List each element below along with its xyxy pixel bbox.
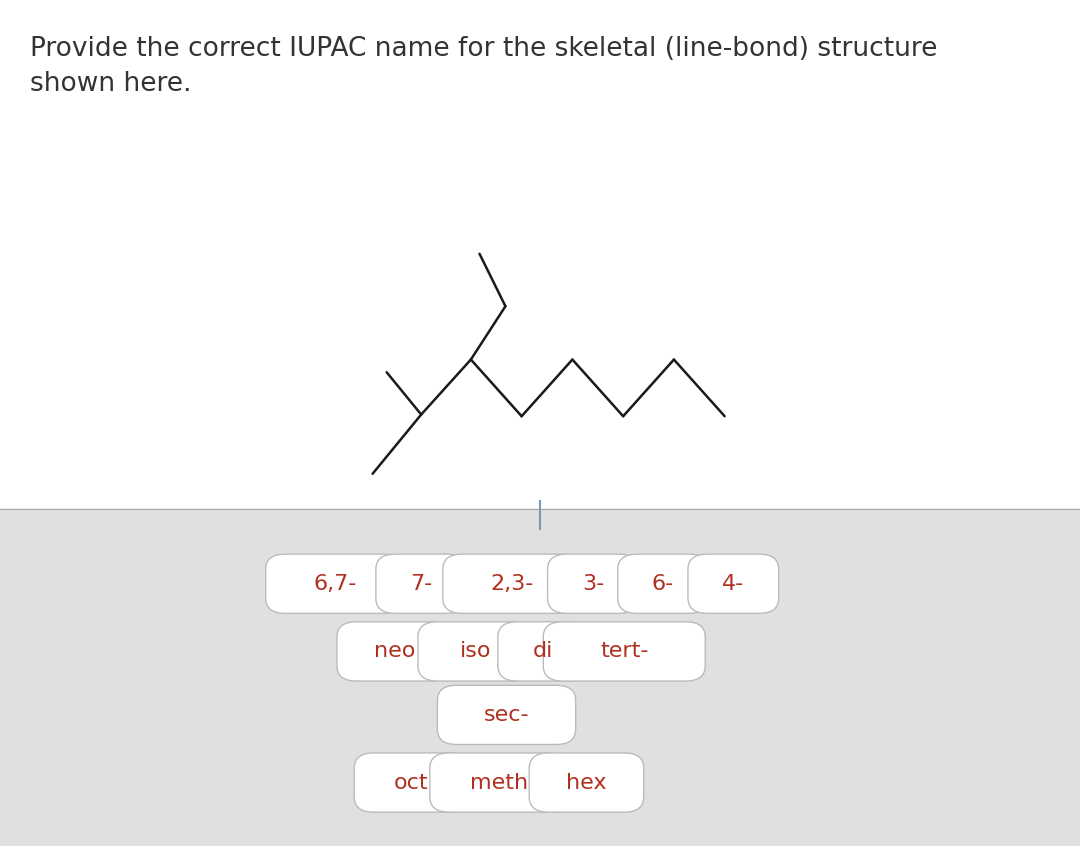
Text: sec-: sec-	[484, 705, 529, 725]
Text: neo: neo	[374, 641, 415, 662]
FancyBboxPatch shape	[418, 622, 532, 681]
FancyBboxPatch shape	[266, 554, 404, 613]
FancyBboxPatch shape	[376, 554, 467, 613]
FancyBboxPatch shape	[498, 622, 589, 681]
Text: di: di	[534, 641, 553, 662]
Text: hex: hex	[566, 772, 607, 793]
Text: iso: iso	[459, 641, 491, 662]
Text: 6,7-: 6,7-	[313, 574, 356, 594]
FancyBboxPatch shape	[618, 554, 708, 613]
FancyBboxPatch shape	[337, 622, 451, 681]
FancyBboxPatch shape	[529, 753, 644, 812]
Text: 4-: 4-	[723, 574, 744, 594]
FancyBboxPatch shape	[543, 622, 705, 681]
FancyBboxPatch shape	[443, 554, 581, 613]
Text: oct: oct	[394, 772, 429, 793]
Text: 3-: 3-	[582, 574, 604, 594]
Text: tert-: tert-	[600, 641, 648, 662]
Text: Provide the correct IUPAC name for the skeletal (line-bond) structure
shown here: Provide the correct IUPAC name for the s…	[30, 36, 937, 96]
FancyBboxPatch shape	[354, 753, 469, 812]
FancyBboxPatch shape	[688, 554, 779, 613]
Text: 6-: 6-	[652, 574, 674, 594]
FancyBboxPatch shape	[437, 685, 576, 744]
Text: 2,3-: 2,3-	[490, 574, 534, 594]
FancyBboxPatch shape	[548, 554, 638, 613]
Bar	[0, 0, 1080, 509]
Text: 7-: 7-	[410, 574, 432, 594]
Text: meth: meth	[470, 772, 528, 793]
FancyBboxPatch shape	[430, 753, 568, 812]
Bar	[0, 509, 1080, 846]
